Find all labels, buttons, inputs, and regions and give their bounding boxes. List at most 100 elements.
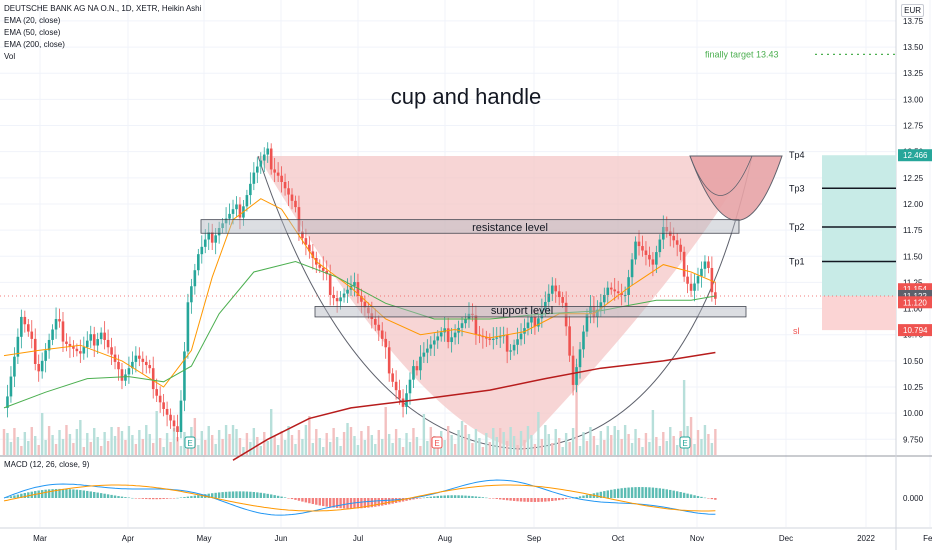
volume-bar (578, 446, 582, 455)
macd-histogram-bar (113, 495, 117, 498)
candle-body (210, 232, 214, 243)
currency-button[interactable]: EUR (901, 4, 924, 17)
volume-bar (134, 444, 138, 455)
macd-histogram-bar (120, 496, 124, 498)
candle-body (342, 293, 346, 298)
volume-bar (356, 445, 360, 455)
candle-body (714, 292, 717, 299)
candle-body (544, 301, 547, 311)
volume-bar (315, 429, 318, 455)
volume-bar (554, 429, 557, 455)
macd-histogram-bar (537, 498, 540, 502)
macd-histogram-bar (13, 495, 16, 498)
macd-histogram-bar (273, 495, 276, 498)
macd-histogram-bar (103, 493, 106, 498)
ema50-line (3, 260, 716, 409)
price-tick-label: 11.75 (903, 226, 923, 235)
macd-histogram-bar (61, 488, 65, 498)
legend-volume[interactable]: Vol (4, 52, 16, 61)
macd-histogram-bar (502, 498, 505, 500)
macd-histogram-bar (485, 497, 488, 499)
macd-histogram-bar (620, 488, 623, 498)
candle-body (106, 339, 110, 348)
volume-bar (381, 439, 384, 455)
candle-body (453, 332, 457, 338)
macd-histogram-bar (474, 496, 478, 498)
candle-body (700, 268, 703, 277)
legend-ema20[interactable]: EMA (20, close) (4, 16, 61, 25)
volume-bar (568, 442, 571, 455)
candle-body (575, 367, 578, 385)
macd-histogram-bar (356, 498, 360, 509)
macd-histogram-bar (655, 487, 658, 498)
volume-bar (460, 421, 464, 455)
candle-body (89, 334, 93, 341)
candle-body (637, 241, 641, 247)
volume-bar (124, 440, 127, 455)
macd-histogram-bar (89, 491, 92, 498)
macd-histogram-bar (44, 489, 47, 498)
volume-bar (648, 442, 651, 455)
candle-body (439, 332, 443, 337)
macd-histogram-bar (322, 498, 325, 507)
volume-bar (72, 443, 75, 455)
price-tick-label: 10.25 (903, 383, 924, 392)
volume-bar (655, 437, 658, 455)
candle-body (599, 302, 603, 310)
time-axis-label: Oct (612, 534, 625, 543)
candle-body (596, 309, 599, 317)
candle-body (20, 316, 23, 337)
macd-histogram-bar (346, 498, 349, 509)
volume-bar (450, 435, 453, 455)
volume-bar (89, 442, 92, 455)
price-tick-label: 10.00 (903, 409, 924, 418)
legend-ema200[interactable]: EMA (200, close) (4, 40, 65, 49)
candle-body (512, 344, 516, 351)
volume-bar (23, 432, 27, 455)
volume-bar (429, 427, 433, 455)
volume-bar (325, 433, 328, 455)
volume-bar (259, 446, 262, 455)
candle-body (124, 374, 127, 381)
candle-body (613, 289, 617, 292)
volume-bar (457, 430, 460, 455)
candle-body (616, 291, 620, 294)
candle-body (537, 318, 540, 327)
macd-histogram-bar (408, 498, 412, 501)
candle-body (283, 182, 287, 189)
price-tag-label-p3: 11.120 (903, 298, 927, 307)
candle-body (259, 160, 263, 167)
candle-body (23, 316, 27, 325)
volume-bar (148, 434, 151, 455)
candle-body (238, 204, 242, 218)
candle-body (495, 337, 499, 339)
macd-histogram-bar (93, 491, 96, 498)
volume-bar (481, 447, 485, 455)
macd-histogram-bar (512, 498, 516, 501)
volume-bar (391, 443, 394, 455)
macd-histogram-bar (252, 492, 256, 498)
macd-signal-line (3, 484, 716, 512)
volume-bar (290, 435, 294, 455)
candle-body (505, 335, 509, 352)
price-tick-label: 13.00 (903, 95, 924, 104)
macd-histogram-bar (290, 498, 294, 500)
candle-body (367, 307, 370, 314)
candle-body (380, 330, 384, 339)
volume-bar (207, 426, 210, 455)
candle-body (585, 313, 589, 332)
volume-bar (252, 428, 256, 455)
legend-ema50[interactable]: EMA (50, close) (4, 28, 61, 37)
macd-histogram-bar (696, 496, 700, 498)
macd-histogram-bar (568, 498, 571, 499)
macd-histogram-bar (169, 498, 172, 499)
macd-histogram-bar (342, 498, 346, 509)
macd-histogram-bar (405, 498, 408, 501)
volume-bar (113, 436, 117, 455)
price-tick-label: 11.25 (903, 278, 923, 287)
candle-body (328, 274, 332, 295)
volume-bar (242, 447, 245, 455)
volume-bar (419, 446, 422, 455)
macd-histogram-bar (283, 497, 287, 498)
